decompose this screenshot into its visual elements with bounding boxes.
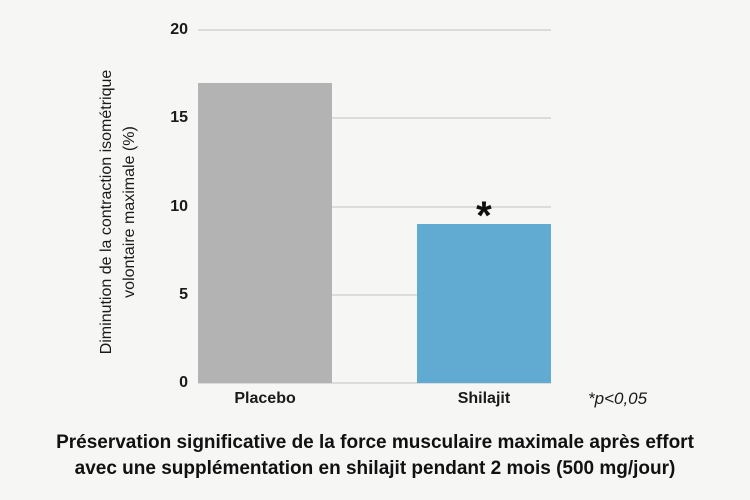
bar-shilajit: *	[416, 196, 551, 383]
y-axis-tick-labels: 0 5 10 15 20	[140, 22, 188, 391]
caption-line2: avec une supplémentation en shilajit pen…	[74, 458, 676, 479]
category-label-shilajit: Shilajit	[457, 390, 511, 407]
y-axis-title-line1: Diminution de la contraction isométrique	[98, 69, 115, 355]
y-tick-label-20: 20	[170, 21, 188, 38]
bar-placebo	[198, 82, 333, 383]
gridline-20	[198, 29, 551, 31]
y-tick-label-0: 0	[179, 374, 188, 391]
caption-line1: Préservation significative de la force m…	[56, 432, 694, 453]
y-axis-title: Diminution de la contraction isométrique…	[95, 70, 141, 355]
gridline-0	[198, 382, 551, 384]
y-tick-label-15: 15	[170, 109, 188, 127]
x-axis-category-labels: Placebo Shilajit	[198, 389, 551, 408]
gridline-5	[198, 293, 551, 296]
gridline-10	[198, 205, 551, 208]
y-axis-title-line2: volontaire maximale (%)	[121, 126, 138, 298]
category-label-placebo: Placebo	[234, 390, 296, 407]
p-value-note: *p<0,05	[588, 389, 648, 408]
plot-area: *	[198, 29, 551, 384]
bars-container: *	[198, 30, 551, 383]
gridline-15	[198, 117, 551, 120]
significance-asterisk: *	[476, 194, 492, 239]
y-tick-label-5: 5	[179, 285, 188, 303]
figure-caption: Préservation significative de la force m…	[0, 430, 750, 482]
y-tick-label-10: 10	[170, 197, 188, 215]
